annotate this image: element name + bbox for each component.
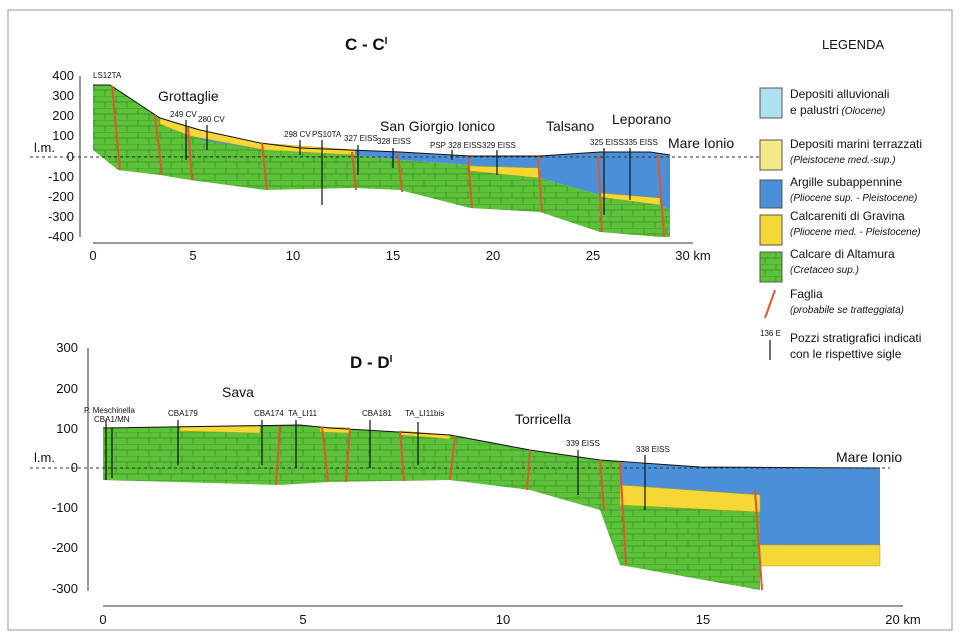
place-label: PSP 328 EISS xyxy=(430,141,482,150)
x-tick-label: 10 xyxy=(496,612,510,627)
y-tick-label: 0 xyxy=(67,149,74,164)
y-tick-label: 0 xyxy=(71,460,78,475)
legend-sample: 136 E xyxy=(760,329,781,338)
x-tick-label: 20 xyxy=(486,248,500,263)
faults xyxy=(111,85,665,238)
place-label: TA_LI11 xyxy=(288,409,318,418)
section-title: C - CI xyxy=(345,35,388,54)
place-label: P. Meschinella xyxy=(84,406,136,415)
legend: LEGENDA 136 E xyxy=(759,37,884,360)
calcare-altamura xyxy=(103,425,880,590)
y-tick-label: -100 xyxy=(52,500,78,515)
legend-label: Depositi marini terrazzati xyxy=(790,137,922,151)
y-tick-label: -200 xyxy=(48,189,74,204)
legend-label: e palustri (Olocene) xyxy=(790,103,885,117)
legend-swatch xyxy=(759,87,783,119)
y-tick-label: 100 xyxy=(56,421,78,436)
calcareniti xyxy=(759,544,881,567)
place-label: 327 EISS xyxy=(344,134,378,143)
calcare-altamura xyxy=(93,85,670,237)
legend-note: (Cretaceo sup.) xyxy=(790,265,859,276)
section-title: D - DI xyxy=(350,353,393,372)
place-label: 249 CV xyxy=(170,110,197,119)
surface xyxy=(102,424,881,469)
place-label: CBA1/MN xyxy=(94,415,130,424)
x-tick-label: 5 xyxy=(299,612,306,627)
surface xyxy=(93,84,671,157)
legend-swatch xyxy=(759,251,783,283)
x-tick-label: 0 xyxy=(89,248,96,263)
place-label: 335 EISS xyxy=(624,138,658,147)
x-tick-label: 0 xyxy=(99,612,106,627)
place-label: PS10TA xyxy=(312,130,342,139)
place-label: Grottaglie xyxy=(158,88,219,104)
legend-swatch xyxy=(759,179,783,209)
y-tick-label: 300 xyxy=(56,340,78,355)
legend-note: (Pliocene med. - Pleistocene) xyxy=(790,227,921,238)
place-label: Mare Ionio xyxy=(668,135,734,151)
legend-label: Faglia xyxy=(790,287,823,301)
y-tick-label: -100 xyxy=(48,169,74,184)
place-label: 329 EISS xyxy=(482,141,516,150)
place-label: 328 EISS xyxy=(377,137,411,146)
legend-label: Calcareniti di Gravina xyxy=(790,209,905,223)
legend-label: Calcare di Altamura xyxy=(790,247,895,261)
y-tick-label: -300 xyxy=(48,209,74,224)
place-label: 339 EISS xyxy=(566,439,600,448)
y-tick-label: -200 xyxy=(52,540,78,555)
y-tick-label: 200 xyxy=(52,108,74,123)
legend-swatch xyxy=(764,289,776,319)
x-tick-label: 15 xyxy=(696,612,710,627)
legend-note: (Pleistocene med.-sup.) xyxy=(790,155,896,166)
place-label: Talsano xyxy=(546,118,594,134)
place-label: CBA174 xyxy=(254,409,284,418)
place-label: Mare Ionio xyxy=(836,449,902,465)
y-tick-label: 200 xyxy=(56,381,78,396)
legend-label: Depositi alluvionali xyxy=(790,87,889,101)
y-tick-label: l.m. xyxy=(34,450,55,465)
wells xyxy=(185,120,631,215)
calcareniti xyxy=(619,484,761,513)
faults xyxy=(275,425,763,591)
y-tick-label: 400 xyxy=(52,68,74,83)
place-label: Leporano xyxy=(612,111,671,127)
x-tick-label: 15 xyxy=(386,248,400,263)
place-label: 338 EISS xyxy=(636,445,670,454)
place-label: CBA181 xyxy=(362,409,392,418)
place-label: Torricella xyxy=(515,411,571,427)
y-tick-label: 100 xyxy=(52,128,74,143)
legend-note: (Olocene) xyxy=(839,106,886,117)
y-tick-label: l.m. xyxy=(34,140,55,155)
section-bottom: D - DI xyxy=(30,348,903,607)
legend-label: con le rispettive sigle xyxy=(790,347,902,361)
legend-note: (Pliocene sup. - Pleistocene) xyxy=(790,193,917,204)
legend-label: Argille subappennine xyxy=(790,175,902,189)
place-label: 298 CV xyxy=(284,130,311,139)
section-top: C - CI xyxy=(30,35,760,244)
x-tick-label: 20 km xyxy=(885,612,920,627)
legend-label: Pozzi stratigrafici indicati xyxy=(790,331,921,345)
x-tick-label: 25 xyxy=(586,248,600,263)
frame xyxy=(7,9,953,631)
place-label: TA_LI11bis xyxy=(405,409,444,418)
x-tick-label: 5 xyxy=(189,248,196,263)
x-tick-label: 30 km xyxy=(675,248,710,263)
place-label: 325 EISS xyxy=(590,138,624,147)
argille xyxy=(620,462,880,545)
place-label: Sava xyxy=(222,384,254,400)
y-tick-label: -300 xyxy=(52,581,78,596)
place-label: CBA179 xyxy=(168,409,198,418)
place-label: San Giorgio Ionico xyxy=(380,118,495,134)
place-label: LS12TA xyxy=(93,71,122,80)
place-label: 280 CV xyxy=(198,115,225,124)
y-tick-label: -400 xyxy=(48,229,74,244)
wells xyxy=(105,420,646,510)
y-tick-label: 300 xyxy=(52,88,74,103)
legend-swatch xyxy=(759,139,783,171)
legend-swatch xyxy=(759,214,783,246)
legend-title: LEGENDA xyxy=(822,37,884,52)
legend-note: (probabile se tratteggiata) xyxy=(790,305,904,316)
x-tick-label: 10 xyxy=(286,248,300,263)
